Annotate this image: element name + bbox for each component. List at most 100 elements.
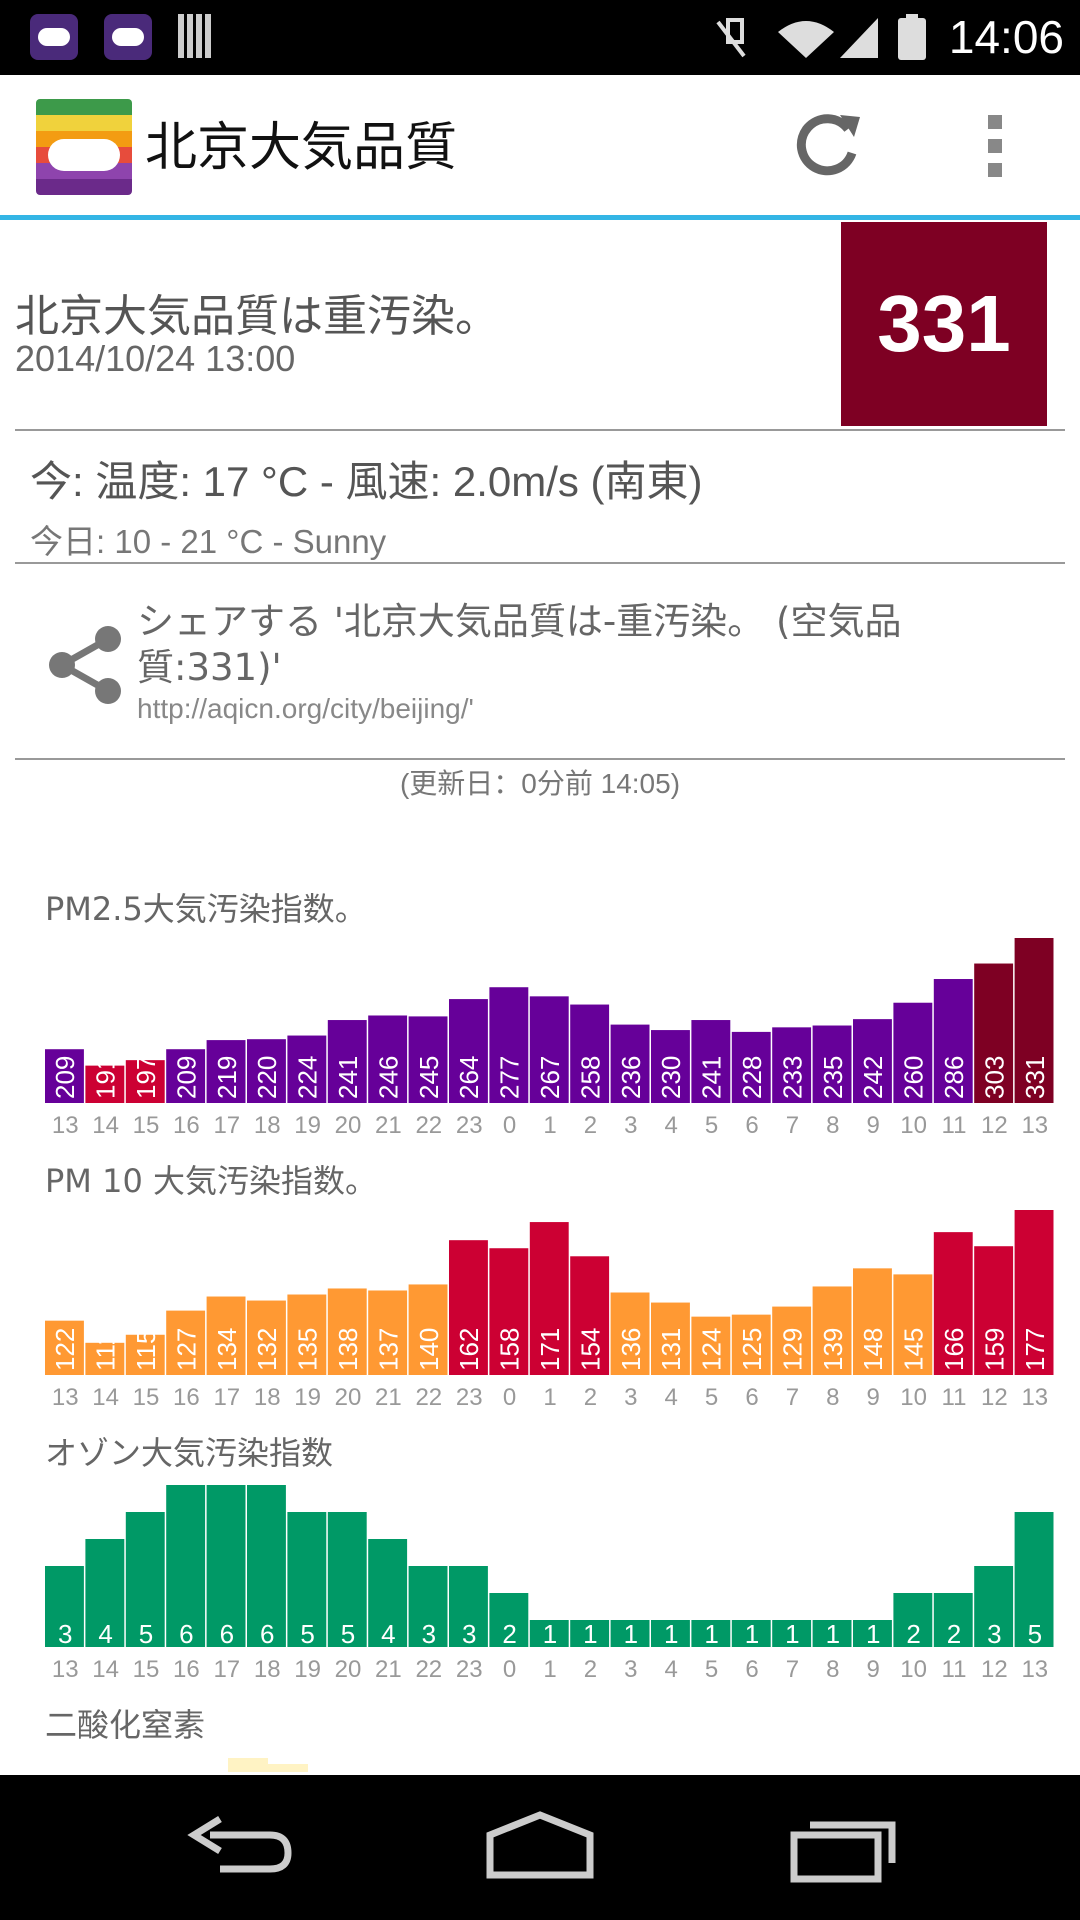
bar-value-label: 286 [939, 1056, 969, 1099]
hour-tick-label: 11 [942, 1384, 967, 1411]
hour-tick-label: 5 [705, 1384, 718, 1411]
divider [15, 758, 1065, 760]
bar-value-label: 191 [91, 1056, 121, 1099]
bar [206, 1485, 246, 1647]
bar-value-label: 129 [777, 1328, 807, 1371]
hour-tick-label: 17 [213, 1656, 240, 1683]
bar [651, 1620, 690, 1647]
bar-value-label: 125 [737, 1328, 767, 1371]
bar [166, 1485, 206, 1647]
mute-icon [716, 18, 746, 58]
bar [812, 1620, 852, 1647]
bar-value-label: 159 [979, 1328, 1009, 1371]
hour-tick-label: 7 [786, 1384, 799, 1411]
bar-value-label: 220 [252, 1056, 282, 1099]
bar [772, 1306, 812, 1375]
bar-value-label: 132 [252, 1328, 282, 1371]
hour-tick-label: 12 [981, 1384, 1008, 1411]
bar-value-label: 260 [899, 1056, 929, 1099]
bar-value-label: 245 [414, 1056, 444, 1099]
bar-value-label: 241 [333, 1056, 363, 1099]
hour-tick-label: 9 [867, 1112, 880, 1139]
bar-value-label: 6 [260, 1619, 274, 1649]
bar-value-label: 148 [858, 1328, 888, 1371]
bar [125, 1512, 165, 1647]
bar-value-label: 235 [818, 1056, 848, 1099]
notification-cloud-icon [30, 14, 78, 60]
hour-tick-label: 21 [375, 1656, 402, 1683]
hour-tick-label: 12 [981, 1656, 1008, 1683]
bar-value-label: 2 [947, 1619, 961, 1649]
weather-today: 今日: 10 - 21 °C - Sunny [30, 523, 387, 560]
hour-tick-label: 0 [503, 1384, 516, 1411]
bar-value-label: 135 [293, 1328, 323, 1371]
bar-value-label: 236 [616, 1056, 646, 1099]
bar-value-label: 134 [212, 1328, 242, 1371]
overflow-menu-icon[interactable] [980, 115, 1010, 179]
bar-value-label: 5 [300, 1619, 314, 1649]
home-icon[interactable] [480, 1805, 600, 1885]
back-icon[interactable] [180, 1805, 300, 1885]
recents-icon[interactable] [780, 1805, 900, 1885]
bar [893, 1002, 933, 1103]
bar [1014, 938, 1054, 1103]
bar-value-label: 219 [212, 1056, 242, 1099]
bar-value-label: 264 [454, 1056, 484, 1099]
bar-value-label: 1 [866, 1619, 880, 1649]
hour-tick-label: 19 [294, 1656, 321, 1683]
bar [1014, 1512, 1054, 1647]
bar-value-label: 124 [697, 1328, 727, 1371]
bar-value-label: 3 [462, 1619, 476, 1649]
bar [125, 1060, 165, 1103]
bar [166, 1049, 206, 1103]
hour-tick-label: 18 [254, 1656, 281, 1683]
bar [570, 1620, 610, 1647]
bar [449, 1240, 488, 1375]
hour-tick-label: 13 [52, 1112, 79, 1139]
bar [974, 1246, 1014, 1375]
share-icon [49, 626, 121, 704]
refresh-icon[interactable] [790, 105, 866, 185]
hour-tick-label: 2 [584, 1384, 597, 1411]
bar [731, 1620, 771, 1647]
share-text: シェアする '北京大気品質は-重汚染。 (空気品質:331)' [137, 600, 902, 689]
bar-value-label: 230 [656, 1056, 686, 1099]
share-url[interactable]: http://aqicn.org/city/beijing/' [137, 693, 474, 724]
bar [287, 1294, 327, 1375]
bar [772, 1027, 812, 1103]
hour-tick-label: 10 [900, 1656, 927, 1683]
battery-icon [898, 14, 926, 60]
hour-tick-label: 13 [1021, 1656, 1048, 1683]
bar-value-label: 228 [737, 1056, 767, 1099]
hour-tick-label: 20 [335, 1656, 362, 1683]
hour-tick-label: 18 [254, 1112, 281, 1139]
bar-value-label: 140 [414, 1328, 444, 1371]
bar [853, 1268, 892, 1375]
hour-tick-label: 19 [294, 1112, 321, 1139]
hour-tick-label: 11 [942, 1656, 967, 1683]
bar [812, 1286, 852, 1375]
bar [327, 1020, 367, 1103]
bar [933, 1593, 973, 1647]
bar [368, 1539, 408, 1647]
bar [772, 1620, 812, 1647]
bar [287, 1512, 327, 1647]
bar [247, 1039, 286, 1103]
app-logo-icon [36, 99, 132, 195]
bar [327, 1288, 367, 1375]
bar-value-label: 122 [50, 1328, 80, 1371]
bar-value-label: 166 [939, 1328, 969, 1371]
bar [933, 979, 973, 1103]
hour-tick-label: 5 [705, 1656, 718, 1683]
hour-tick-label: 23 [456, 1656, 483, 1683]
aqi-value-badge: 331 [841, 222, 1047, 426]
bar-value-label: 233 [777, 1056, 807, 1099]
share-row[interactable]: シェアする '北京大気品質は-重汚染。 (空気品質:331)' http://a… [0, 563, 1080, 758]
bar [206, 1296, 246, 1375]
bar [610, 1620, 650, 1647]
bar [812, 1025, 852, 1103]
bar-value-label: 137 [373, 1328, 403, 1371]
signal-icon [840, 18, 878, 58]
hour-tick-label: 23 [456, 1112, 483, 1139]
bar-value-label: 258 [575, 1056, 605, 1099]
